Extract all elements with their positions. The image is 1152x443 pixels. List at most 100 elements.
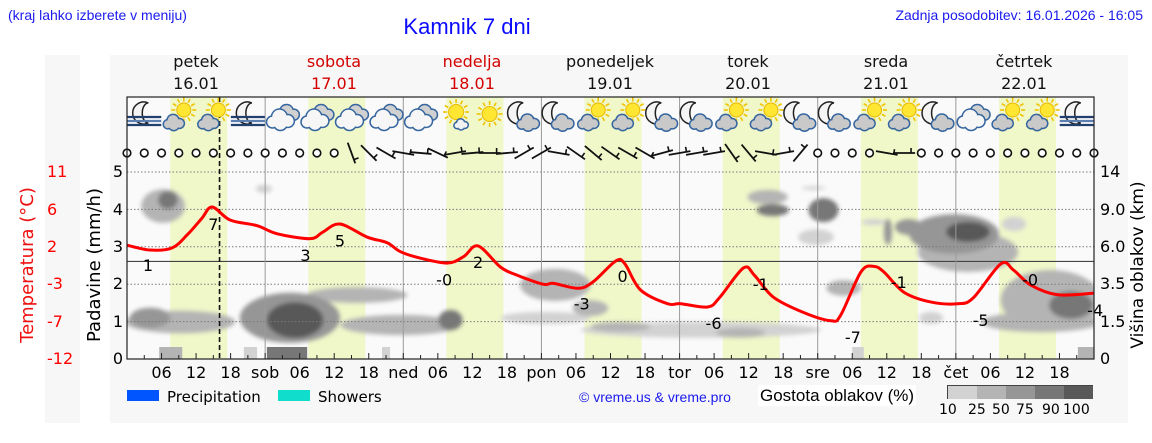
temperature-value-label: -3 [574, 295, 590, 314]
wind-barb-shaft [875, 150, 898, 156]
sun-ray [902, 98, 906, 104]
sun-cloud-icon [715, 97, 749, 132]
precipitation-tick: 5 [112, 162, 123, 181]
sun-disc [867, 102, 883, 118]
day-date: 22.01 [1001, 74, 1047, 93]
last-update-text: Zadnja posodobitev: 16.01.2026 - 16:05 [895, 7, 1143, 23]
x-ticks [143, 353, 1078, 359]
copyright-link[interactable]: © vreme.us & vreme.pro [579, 389, 731, 405]
wind-row [122, 142, 1099, 164]
sun-ray [187, 98, 191, 104]
precipitation-tick: 2 [112, 274, 123, 293]
calm-wind-icon [277, 148, 288, 158]
page-title: Kamnik 7 dni [403, 14, 531, 39]
sun-ray [463, 115, 468, 120]
sun-ray [190, 103, 196, 107]
sun-ray [636, 98, 640, 104]
temperature-value-label: 5 [335, 231, 345, 250]
sun-ray [639, 113, 644, 117]
sun-ray [1054, 103, 1059, 107]
moon-cloud-icon [921, 101, 955, 132]
cloud-body [859, 120, 870, 130]
cloud-icon [334, 103, 370, 132]
cloud-patch [1001, 216, 1027, 232]
x-tick-label: pon [526, 363, 556, 382]
wind-barb-shaft [617, 146, 638, 160]
moon-crescent [235, 101, 253, 125]
sun-ray [605, 103, 610, 107]
day-date: 21.01 [863, 74, 909, 93]
sun-ray [743, 103, 748, 107]
wind-barb-icon [651, 146, 674, 157]
wind-barb-feather [800, 143, 806, 149]
cloud-body [458, 123, 465, 130]
sun-ray [221, 116, 226, 122]
wind-barb-feather [460, 146, 463, 152]
wind-barb-feather [684, 146, 688, 152]
wind-barb-shaft [635, 146, 656, 160]
temperature-value-label: -6 [706, 314, 722, 333]
wind-barb-feather [650, 151, 655, 157]
cloud-patch [747, 189, 788, 205]
x-tick-label: 18 [220, 363, 240, 382]
cloud-height-tick: 9.0 [1100, 200, 1126, 219]
cloud-body [799, 120, 810, 131]
wind-barb-feather [752, 154, 758, 159]
cloud-height-tick: 1.5 [1100, 312, 1126, 331]
sun-ray [729, 98, 733, 104]
moon-fog-icon [230, 101, 265, 127]
temperature-value-label: -4 [1087, 301, 1103, 320]
cloud-height-axis-title: Višina oblakov (km) [1128, 181, 1148, 349]
calm-wind-icon [864, 148, 875, 158]
cloud-icon [300, 103, 335, 132]
day-date: 18.01 [449, 74, 495, 93]
sun-cloud-icon [162, 97, 197, 132]
wind-barb-shaft [392, 150, 415, 156]
x-tick-label: 06 [980, 363, 1000, 382]
calm-wind-icon [329, 148, 339, 158]
sun-disc [590, 102, 606, 118]
calm-wind-icon [243, 148, 253, 158]
sun-ray [916, 103, 921, 107]
cloud-patch [919, 311, 944, 324]
wind-barb-shaft [566, 145, 586, 161]
precipitation-legend-label: Precipitation [167, 388, 261, 406]
wind-barb-icon [600, 145, 621, 161]
sun-ray [448, 119, 453, 124]
sun-ray [759, 103, 764, 107]
calm-wind-icon [1072, 148, 1082, 158]
cloud-patch [883, 218, 892, 245]
x-tick-label: sob [251, 363, 279, 382]
cloud-body [557, 120, 568, 131]
temperature-labels: 1 7 3 5 -0 2 -3 0 -6 -1 -7 -1 -5 -0 -4 [143, 215, 1103, 347]
region-hint-link[interactable]: (kraj lahko izberete v meniju) [8, 7, 187, 23]
wind-barb-feather [597, 153, 603, 159]
wind-barb-feather [373, 153, 378, 159]
wind-barb-icon [547, 149, 570, 156]
density-tick: 75 [1016, 402, 1034, 418]
sun-ray [601, 116, 606, 122]
sun-cloud-icon [197, 97, 231, 132]
cloud-body [583, 120, 593, 130]
wind-barb-icon [444, 146, 467, 156]
moon-cloud-icon [817, 101, 851, 132]
sun-ray [625, 98, 630, 104]
wind-barb-feather [391, 151, 396, 157]
sun-disc [901, 102, 917, 118]
cloud-body [274, 117, 287, 130]
sun-disc [1005, 102, 1021, 118]
x-tick-label: 06 [842, 363, 862, 382]
day-name: sreda [863, 52, 909, 71]
cloud-icon [403, 103, 439, 132]
moon-fog-icon [127, 101, 162, 127]
sun-ray [621, 103, 626, 107]
ground-cloud-bar [381, 347, 391, 359]
ground-cloud-bar [1077, 347, 1094, 359]
sun-cloud-icon [749, 97, 784, 132]
calm-wind-icon [208, 148, 218, 158]
cloud-body [618, 120, 628, 130]
sun-disc [210, 102, 226, 118]
temperature-axis-title: Temperatura (°C) [17, 187, 38, 343]
calm-wind-icon [156, 148, 167, 158]
wind-barb-feather [666, 146, 670, 152]
